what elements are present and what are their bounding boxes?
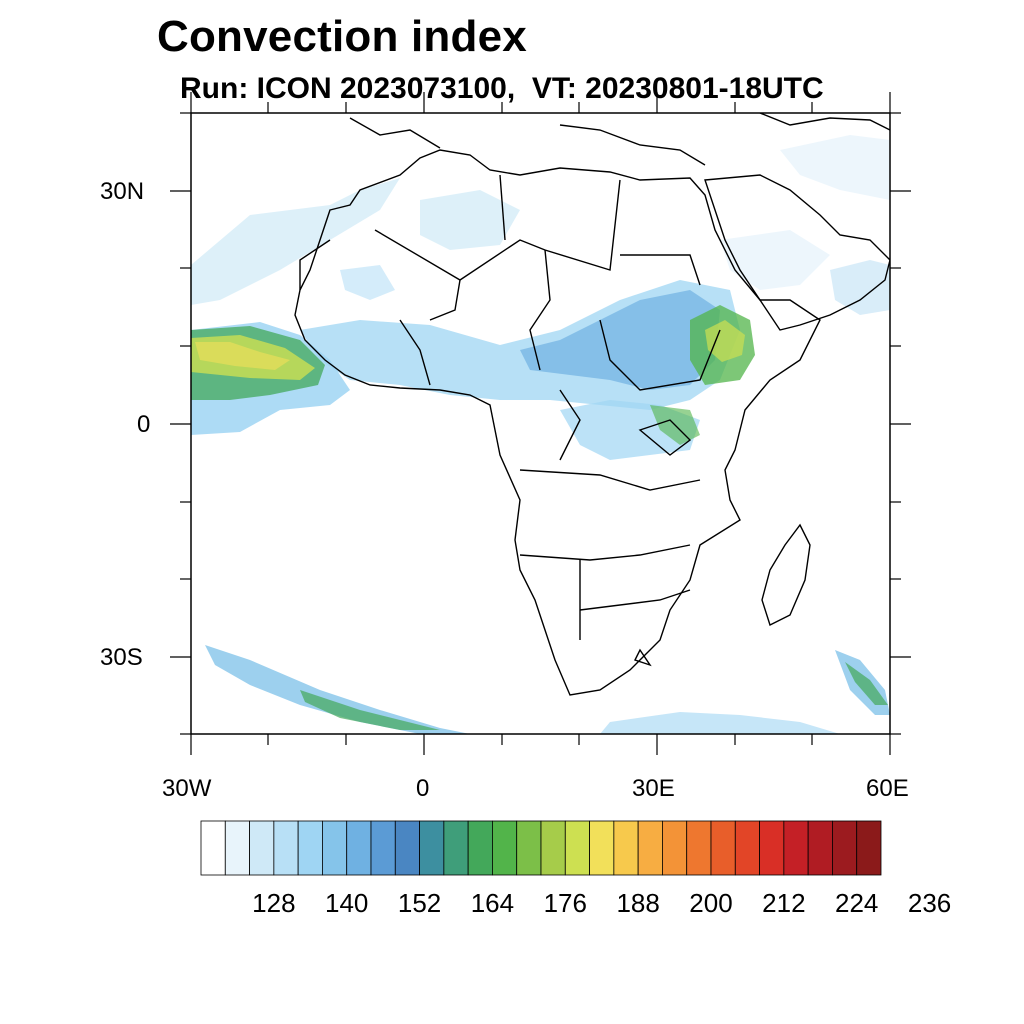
colorbar-swatch [297,820,323,876]
colorbar-swatch [346,820,372,876]
colorbar-swatch [832,820,858,876]
colorbar-label: 164 [470,888,515,918]
colorbar-swatch [564,820,590,876]
chart-subtitle: Run: ICON 2023073100, VT: 20230801-18UTC [180,72,824,105]
colorbar-swatch [322,820,348,876]
colorbar-swatch [856,820,882,876]
colorbar-label: 140 [325,888,369,918]
colorbar-swatch [492,820,518,876]
lon-label-0: 0 [416,775,430,802]
lat-label-30n: 30N [100,178,145,205]
colorbar-swatch [637,820,663,876]
colorbar-swatch [540,820,566,876]
colorbar-label: 200 [689,888,733,918]
colorbar-swatch [662,820,688,876]
map-frame [190,112,891,735]
colorbar-label: 224 [835,888,879,918]
colorbar-swatch [734,820,760,876]
colorbar-swatch [419,820,445,876]
colorbar-label: 128 [252,888,296,918]
lat-label-30s: 30S [100,644,143,671]
colorbar [200,820,882,876]
colorbar-swatch [807,820,833,876]
colorbar-swatch [516,820,542,876]
colorbar-swatch [613,820,639,876]
coastlines-and-borders [294,113,890,696]
colorbar-swatch [273,820,299,876]
colorbar-swatch [443,820,469,876]
colorbar-swatch [686,820,712,876]
colorbar-label: 176 [543,888,587,918]
colorbar-label: 236 [907,888,952,918]
colorbar-swatch [394,820,420,876]
colorbar-swatch [370,820,396,876]
lon-label-30e: 30E [632,775,675,802]
chart-title: Convection index [157,12,527,61]
tick-marks [170,92,911,755]
colorbar-label: 188 [616,888,660,918]
colorbar-swatch [710,820,736,876]
colorbar-swatch [249,820,275,876]
colorbar-swatch [589,820,615,876]
lat-label-0: 0 [137,411,151,438]
colorbar-label: 152 [397,888,442,918]
lon-label-60e: 60E [866,775,909,802]
colorbar-swatch [467,820,493,876]
colorbar-swatch [224,820,250,876]
lon-label-30w: 30W [162,775,212,802]
colorbar-swatch [200,820,226,876]
colorbar-label: 212 [762,888,806,918]
colorbar-swatch [759,820,785,876]
convection-field [191,135,890,734]
colorbar-swatch [783,820,809,876]
